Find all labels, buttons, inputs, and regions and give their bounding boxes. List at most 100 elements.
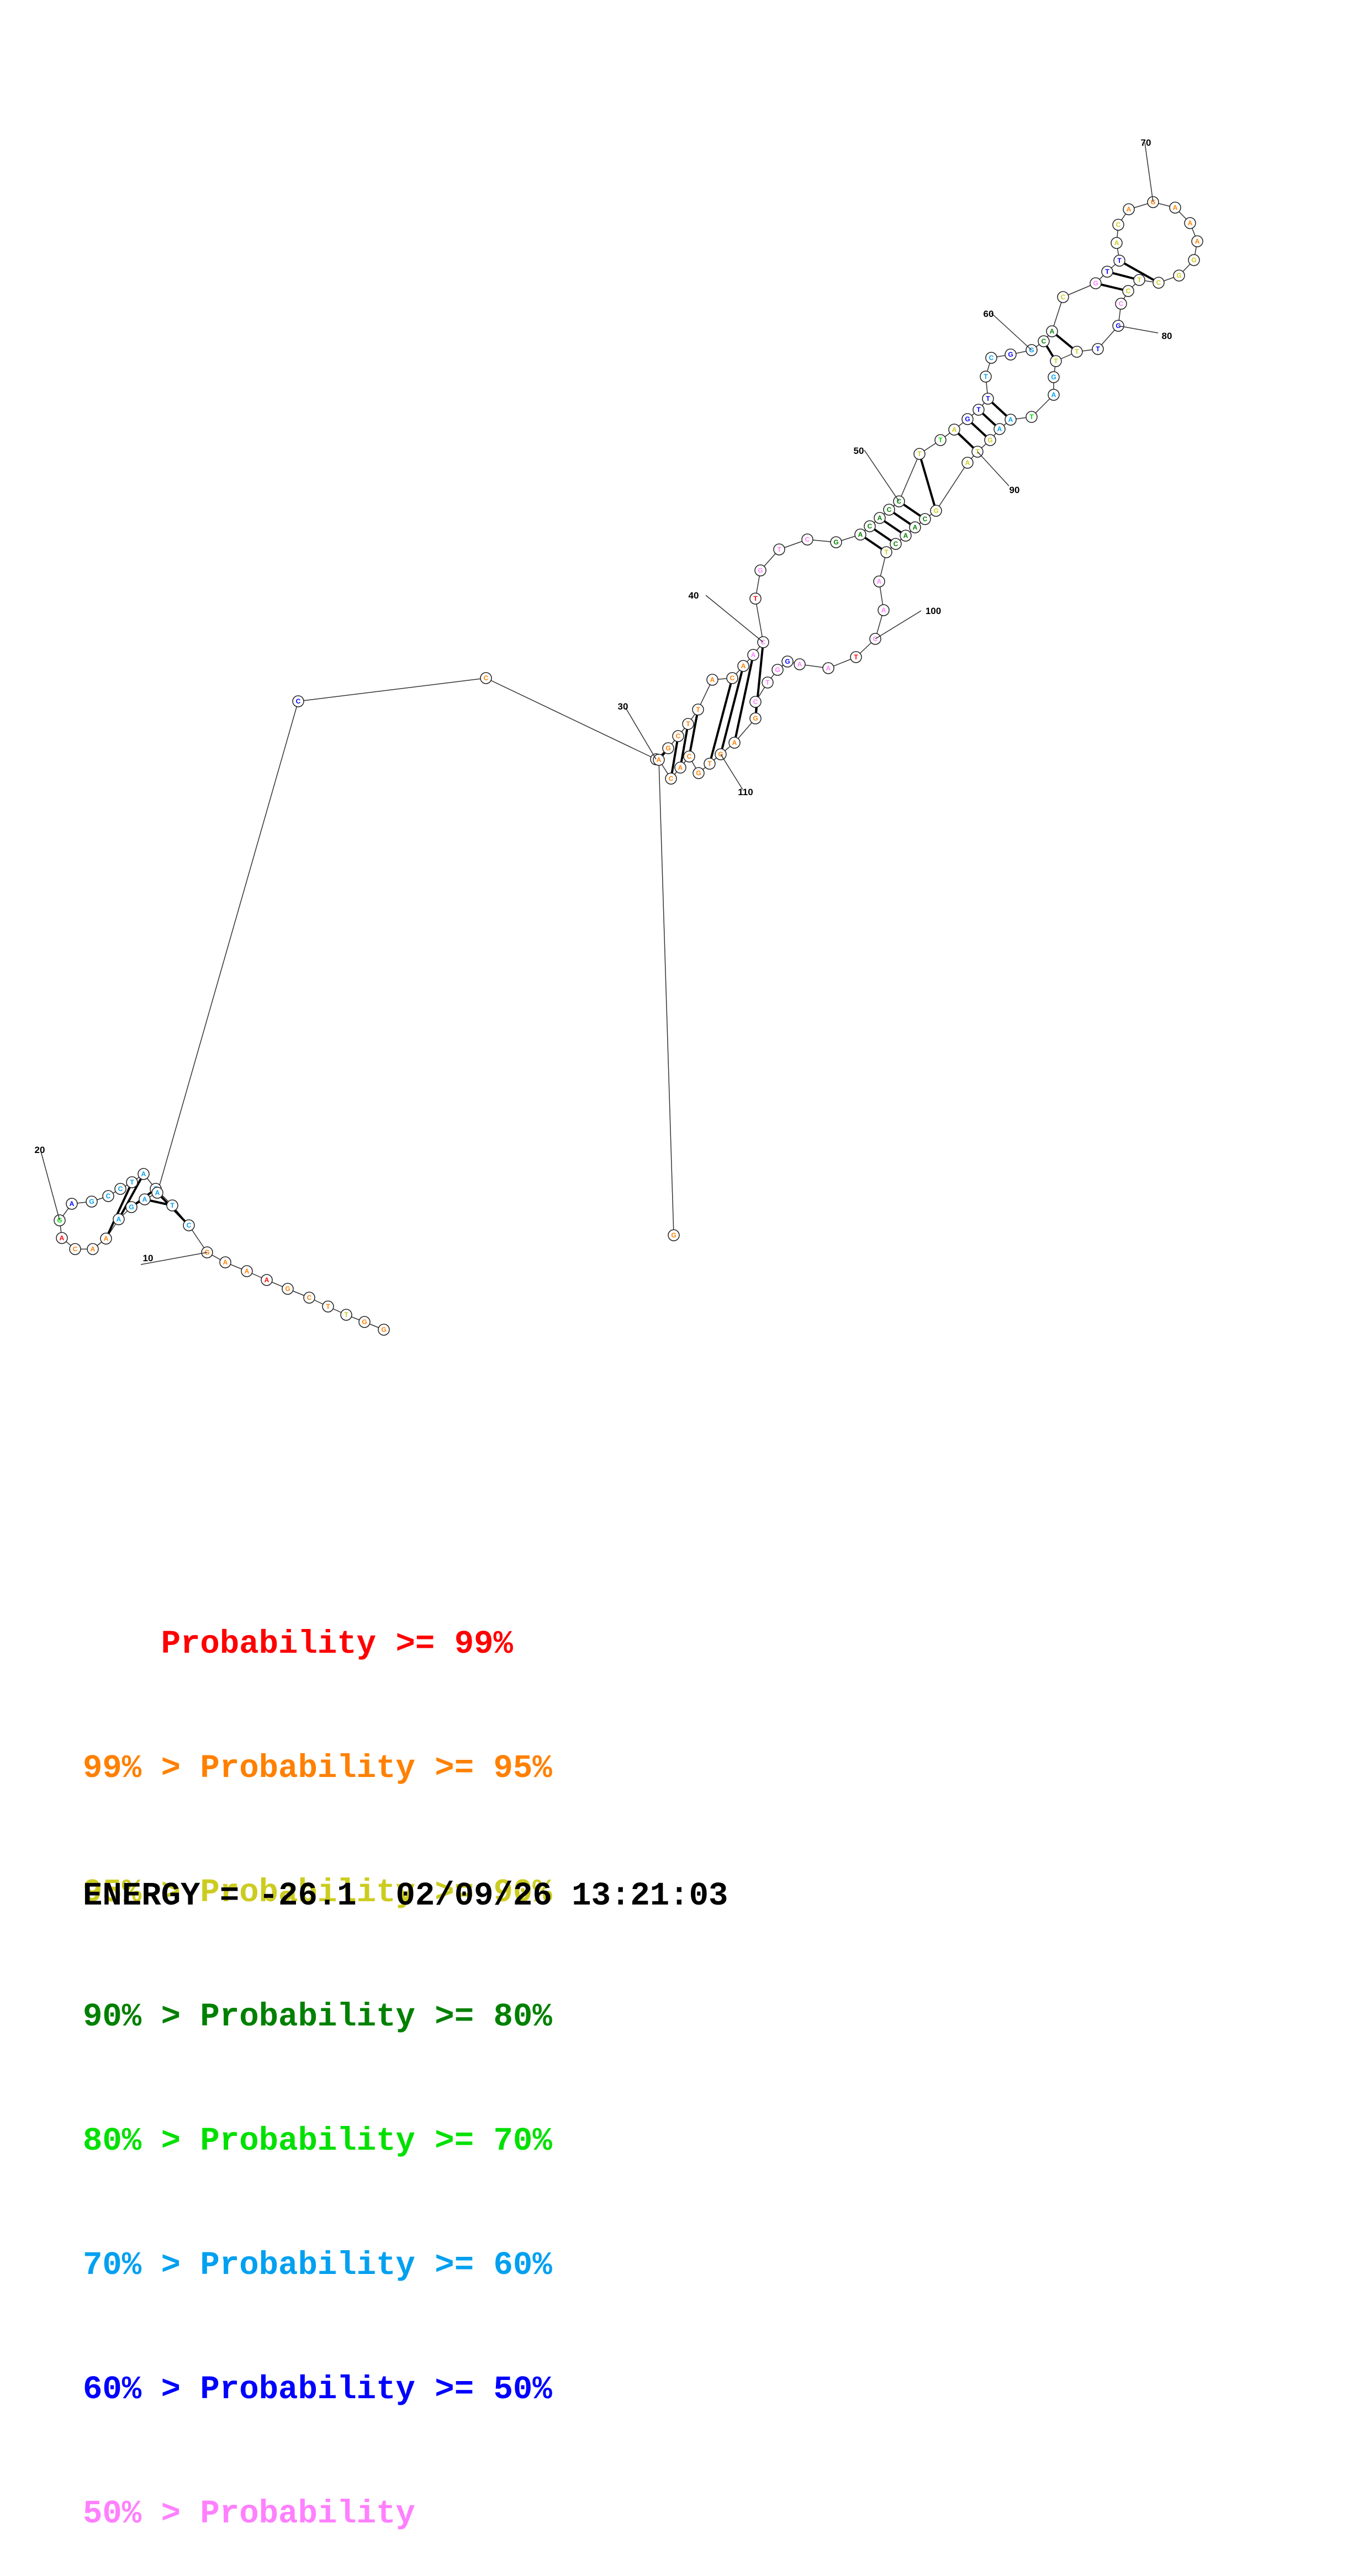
nucleotide: A: [748, 649, 759, 660]
nucleotide: C: [890, 538, 901, 549]
legend-row-99: Probability >= 99%: [83, 1623, 552, 1665]
nucleotide-letter: A: [903, 532, 908, 539]
nucleotide-letter: T: [1137, 276, 1141, 284]
backbone-segment: [899, 454, 919, 501]
nucleotide: G: [931, 505, 942, 516]
position-label: 60: [984, 309, 994, 319]
nucleotide: A: [855, 529, 866, 540]
position-label: 20: [35, 1145, 45, 1155]
nucleotide: T: [762, 677, 773, 688]
nucleotide-letter: A: [142, 1196, 147, 1203]
nucleotide-letter: C: [73, 1245, 78, 1253]
backbone-segment: [659, 760, 674, 1235]
nucleotide: C: [480, 673, 491, 684]
nucleotide-letter: A: [104, 1235, 109, 1242]
nucleotide-letter: C: [1119, 300, 1124, 308]
nucleotide-letter: C: [989, 354, 994, 362]
nucleotide: A: [220, 1257, 231, 1268]
nucleotide-letter: A: [657, 756, 662, 764]
nucleotide: T: [1050, 356, 1061, 367]
nucleotide-letter: T: [777, 546, 781, 553]
nucleotide-letter: A: [1188, 219, 1193, 227]
position-label: 70: [1141, 137, 1151, 148]
nucleotide: A: [949, 424, 960, 435]
nucleotide-letter: T: [938, 436, 943, 444]
nucleotide-letter: T: [170, 1202, 175, 1209]
nucleotide-letter: A: [741, 662, 746, 670]
nucleotide-letter: A: [223, 1258, 228, 1266]
nucleotide-letter: A: [245, 1267, 250, 1275]
legend-text: 80% > Probability >= 70%: [83, 2123, 552, 2160]
backbone-segment: [755, 599, 763, 642]
nucleotide: A: [1170, 202, 1181, 213]
nucleotide: T: [935, 435, 946, 446]
nucleotide: A: [1005, 414, 1016, 425]
nucleotide-letter: T: [1105, 268, 1109, 276]
nucleotide-letter: A: [913, 523, 918, 531]
nucleotide: C: [684, 751, 695, 762]
nucleotide: C: [919, 514, 931, 525]
nucleotide-letter: T: [1075, 348, 1079, 356]
nucleotide-letter: G: [965, 415, 970, 423]
nucleotide-letter: G: [775, 666, 780, 674]
nucleotide-letter: G: [1093, 279, 1098, 287]
nucleotide-letter: T: [765, 679, 770, 686]
nucleotide-letter: T: [976, 406, 981, 414]
nucleotide-letter: T: [854, 653, 858, 661]
position-label: 80: [1162, 331, 1172, 341]
nucleotide-letter: C: [1061, 293, 1066, 301]
legend-text: 99% > Probability >= 95%: [83, 1750, 552, 1787]
nucleotide-letter: G: [1176, 272, 1181, 279]
nucleotide: T: [126, 1177, 138, 1188]
legend-text: 70% > Probability >= 60%: [83, 2247, 552, 2284]
nucleotide-letter: A: [141, 1170, 146, 1178]
nucleotide: T: [980, 371, 991, 382]
nucleotide: A: [878, 605, 889, 616]
nucleotide-letter: C: [106, 1192, 111, 1200]
position-tick-line: [1145, 142, 1153, 202]
nucleotide-letter: T: [1054, 357, 1058, 365]
nucleotide-letter: T: [686, 720, 690, 728]
backbone-segment: [486, 678, 656, 759]
nucleotide: T: [982, 393, 993, 404]
energy-timestamp: ENERGY = -26.1 02/09/26 13:21:03: [83, 1877, 728, 1914]
nucleotide: G: [1090, 278, 1101, 289]
nucleotide-letter: C: [753, 698, 758, 706]
nucleotide-letter: A: [1008, 416, 1013, 424]
nucleotide: T: [1092, 343, 1103, 355]
nucleotide: T: [914, 448, 925, 459]
nucleotide-letter: C: [669, 775, 674, 782]
nucleotide: T: [1071, 346, 1082, 357]
nucleotide-letter: A: [155, 1189, 160, 1197]
nucleotide: A: [707, 674, 718, 685]
nucleotide: C: [293, 696, 304, 707]
nucleotide-letter: G: [362, 1318, 367, 1326]
nucleotide-letter: A: [751, 651, 756, 659]
nucleotide-letter: A: [881, 606, 886, 614]
nucleotide: A: [794, 659, 805, 670]
nucleotide-letter: A: [878, 514, 882, 522]
position-label: 90: [1009, 485, 1020, 495]
nucleotide: G: [772, 664, 783, 675]
nucleotide-letter: C: [894, 540, 898, 548]
nucleotide: T: [1102, 266, 1113, 277]
position-label: 50: [854, 446, 864, 456]
nucleotide-letter: C: [187, 1221, 192, 1229]
nucleotide: A: [653, 754, 664, 765]
nucleotide: C: [673, 731, 684, 742]
nucleotide: G: [282, 1283, 293, 1294]
nucleotide: A: [823, 663, 834, 674]
nucleotide-letter: G: [833, 538, 838, 546]
position-tick-line: [864, 450, 899, 501]
nucleotide: C: [103, 1191, 114, 1202]
nucleotide-letter: T: [917, 450, 922, 458]
nucleotide: A: [910, 522, 921, 533]
nucleotide: T: [167, 1200, 178, 1211]
nucleotide-letter: C: [484, 674, 489, 682]
nucleotide-letter: A: [965, 459, 970, 467]
nucleotide-letter: C: [761, 638, 766, 646]
nucleotide: A: [874, 576, 885, 587]
nucleotide-letter: C: [1126, 287, 1131, 295]
legend-row-95: 99% > Probability >= 95%: [83, 1748, 552, 1789]
nucleotide: T: [750, 593, 761, 604]
